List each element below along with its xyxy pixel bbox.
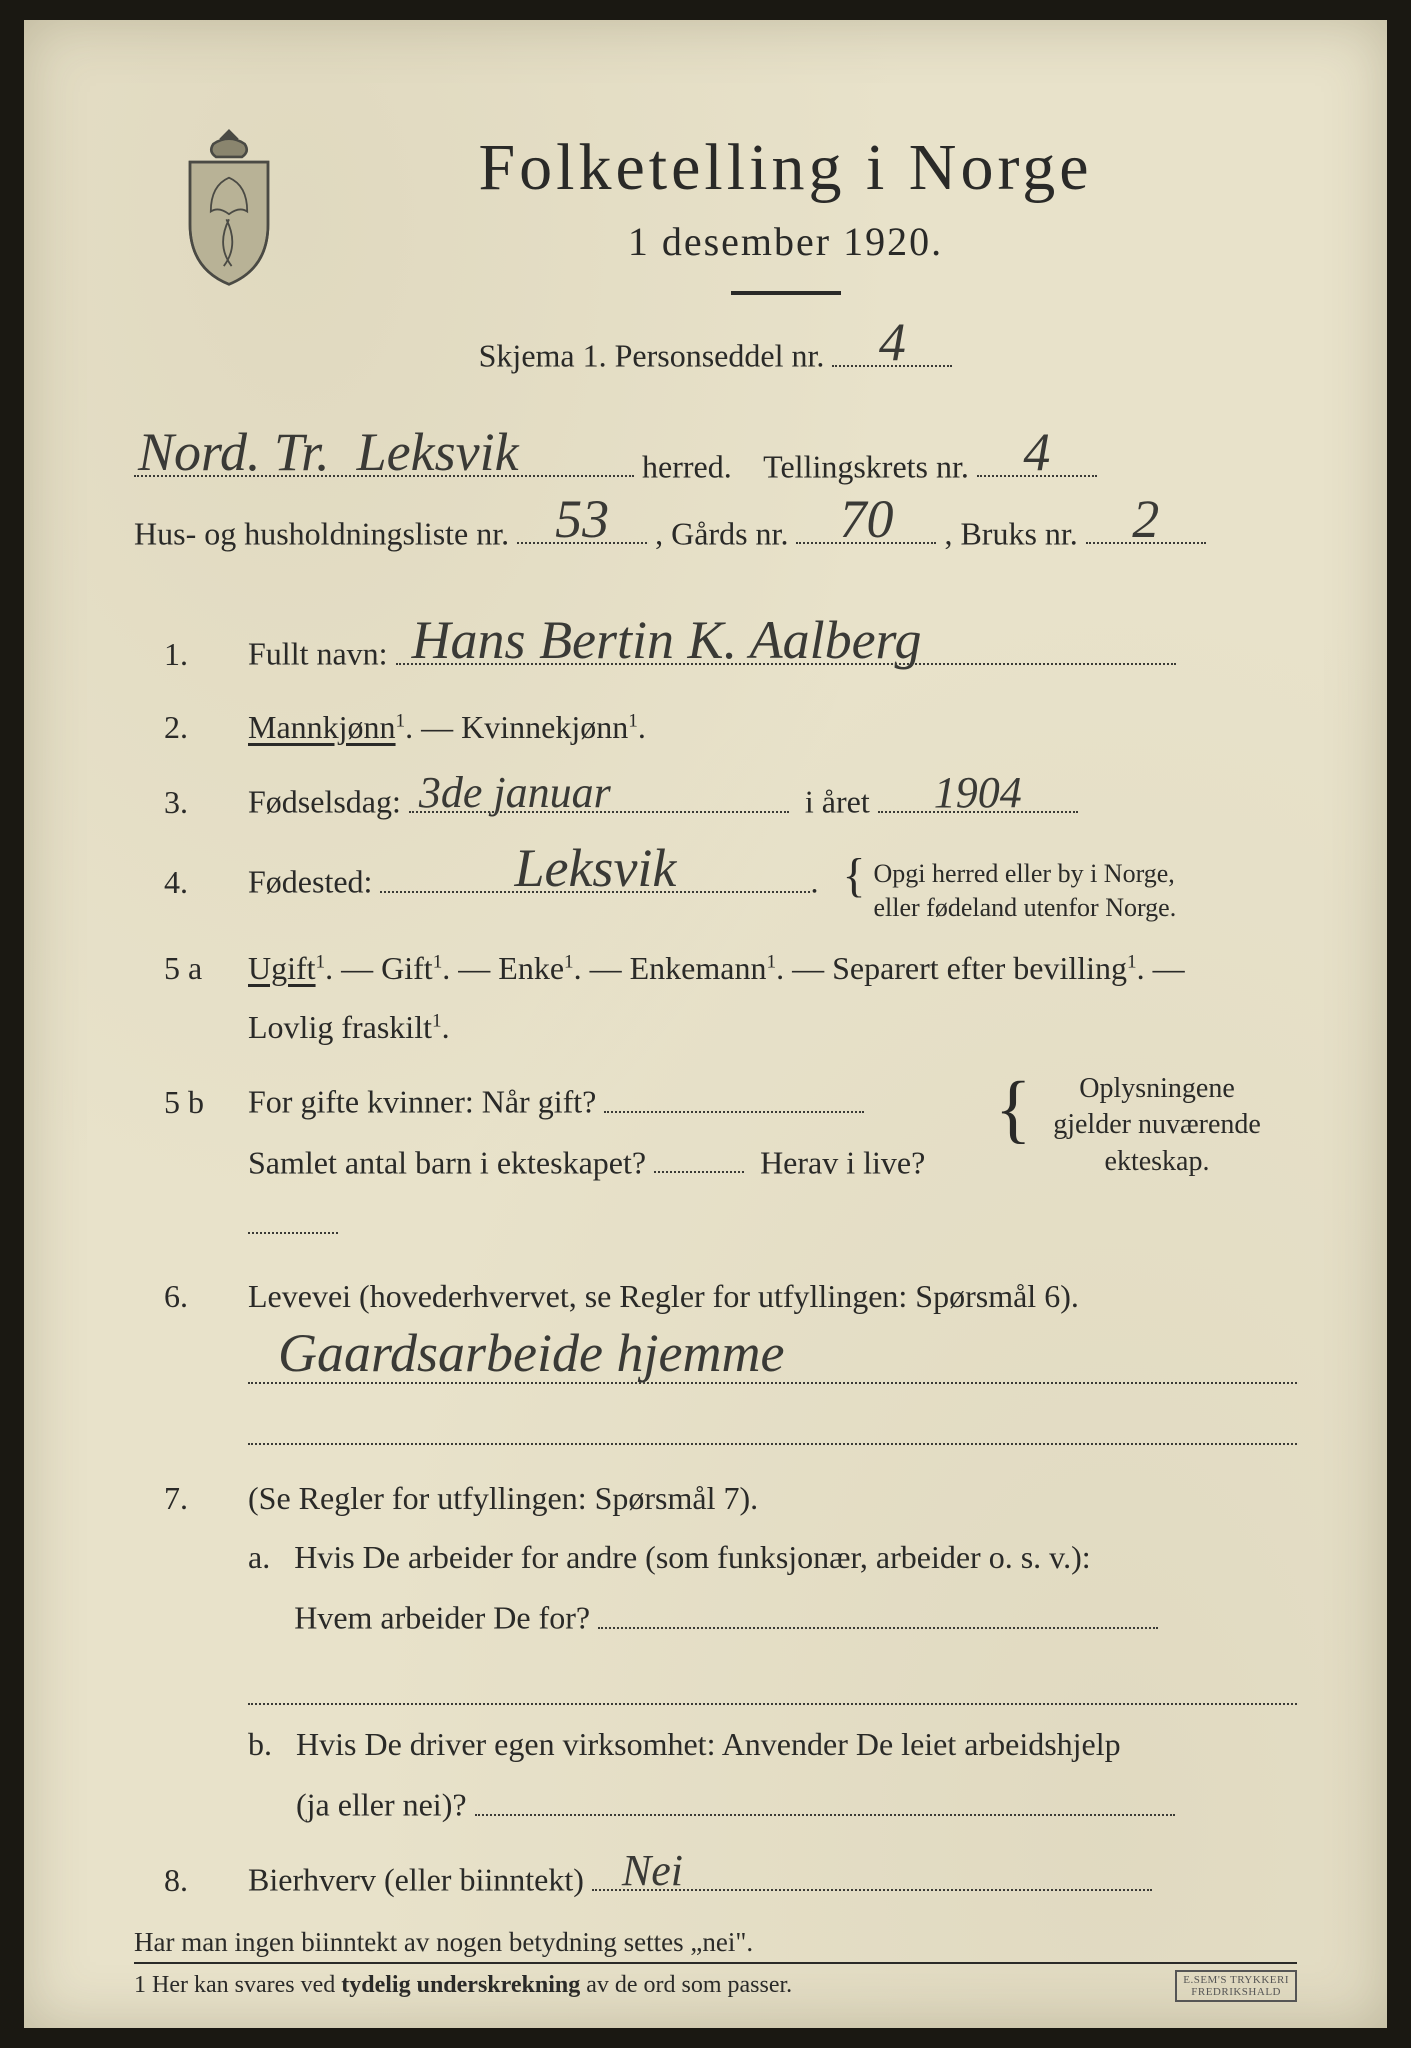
gards-label: , Gårds nr. bbox=[655, 515, 788, 551]
personseddel-nr-value: 4 bbox=[832, 315, 952, 369]
q3-year-label: i året bbox=[805, 784, 870, 820]
question-2: 2. Mannkjønn1. — Kvinnekjønn1. bbox=[164, 698, 1297, 757]
q3-day-field: 3de januar bbox=[409, 771, 789, 813]
gards-value: 70 bbox=[796, 492, 936, 546]
q5a-opt-enkemann: Enkemann bbox=[630, 950, 767, 986]
herred-line: Nord. Tr. Leksvik herred. Tellingskrets … bbox=[134, 436, 1297, 497]
q5a-number: 5 a bbox=[164, 950, 224, 987]
region-value: Nord. Tr. Leksvik bbox=[138, 425, 634, 479]
q4-field: Leksvik bbox=[380, 851, 810, 893]
q8-field: Nei bbox=[592, 1849, 1152, 1891]
q7a-num: a. bbox=[248, 1539, 270, 1575]
q1-number: 1. bbox=[164, 636, 224, 673]
bruks-label: , Bruks nr. bbox=[944, 515, 1077, 551]
printer-stamp: E.SEM'S TRYKKERIFREDRIKSHALD bbox=[1175, 1970, 1297, 2002]
q8-label: Bierhverv (eller biinntekt) bbox=[248, 1862, 584, 1898]
question-6: 6. Levevei (hovederhvervet, se Regler fo… bbox=[164, 1267, 1297, 1455]
q6-value: Gaardsarbeide hjemme bbox=[278, 1326, 1297, 1380]
q2-female: Kvinnekjønn bbox=[461, 709, 628, 745]
q5b-live-field bbox=[248, 1193, 338, 1235]
bruks-field: 2 bbox=[1086, 503, 1206, 545]
tellingskrets-field: 4 bbox=[977, 436, 1097, 478]
q5a-opt-separert: Separert efter bevilling bbox=[832, 950, 1127, 986]
schema-label: Skjema 1. Personseddel nr. bbox=[479, 338, 825, 374]
q5b-line2a: Samlet antal barn i ekteskapet? bbox=[248, 1144, 646, 1180]
personseddel-nr-field: 4 bbox=[832, 325, 952, 367]
q5b-note: { Oplysningene gjelder nuværende ekteska… bbox=[1017, 1071, 1297, 1180]
q5b-line2b: Herav i live? bbox=[760, 1144, 925, 1180]
gards-line: Hus- og husholdningsliste nr. 53 , Gårds… bbox=[134, 503, 1297, 564]
q7b-num: b. bbox=[248, 1726, 272, 1762]
q4-note: { Opgi herred eller by i Norge, eller fø… bbox=[842, 846, 1176, 924]
herred-field: Nord. Tr. Leksvik bbox=[134, 436, 634, 478]
form-subtitle: 1 desember 1920. bbox=[134, 218, 1297, 265]
q2-male: Mannkjønn bbox=[248, 709, 396, 745]
question-3: 3. Fødselsdag: 3de januar i året 1904 bbox=[164, 771, 1297, 832]
q5b-line1: For gifte kvinner: Når gift? bbox=[248, 1084, 596, 1120]
tellingskrets-label: Tellingskrets nr. bbox=[763, 448, 969, 484]
question-5b: 5 b { Oplysningene gjelder nuværende ekt… bbox=[164, 1071, 1297, 1253]
q1-value: Hans Bertin K. Aalberg bbox=[412, 613, 1176, 667]
q5b-gift-field bbox=[604, 1071, 864, 1113]
herred-label: herred. bbox=[642, 448, 732, 484]
question-7: 7. (Se Regler for utfyllingen: Spørsmål … bbox=[164, 1469, 1297, 1835]
q6-field: Gaardsarbeide hjemme bbox=[248, 1332, 1297, 1383]
q7a-line2: Hvem arbeider De for? bbox=[294, 1600, 590, 1636]
form-title: Folketelling i Norge bbox=[134, 130, 1297, 206]
q3-year-value: 1904 bbox=[878, 771, 1078, 815]
q4-value: Leksvik bbox=[380, 841, 810, 895]
gards-field: 70 bbox=[796, 503, 936, 545]
q4-label: Fødested: bbox=[248, 864, 372, 900]
q7-number: 7. bbox=[164, 1480, 224, 1517]
q3-number: 3. bbox=[164, 784, 224, 821]
q4-number: 4. bbox=[164, 864, 224, 901]
schema-line: Skjema 1. Personseddel nr. 4 bbox=[134, 325, 1297, 386]
question-8: 8. Bierhverv (eller biinntekt) Nei bbox=[164, 1849, 1297, 1910]
q7a-field-2 bbox=[248, 1654, 1297, 1705]
question-4: 4. Fødested: Leksvik . { Opgi herred ell… bbox=[164, 846, 1297, 924]
question-5a: 5 a Ugift1. — Gift1. — Enke1. — Enkemann… bbox=[164, 939, 1297, 1057]
husliste-value: 53 bbox=[517, 492, 647, 546]
q7-label: (Se Regler for utfyllingen: Spørsmål 7). bbox=[248, 1480, 758, 1516]
q3-label: Fødselsdag: bbox=[248, 784, 401, 820]
q6-field-2 bbox=[248, 1394, 1297, 1445]
tellingskrets-value: 4 bbox=[977, 425, 1097, 479]
q5a-opt-ugift: Ugift bbox=[248, 950, 316, 986]
coat-of-arms-icon bbox=[164, 120, 294, 290]
footnote-1: Har man ingen biinntekt av nogen betydni… bbox=[134, 1927, 1297, 1958]
q3-day-value: 3de januar bbox=[419, 771, 789, 815]
q7a-line1: Hvis De arbeider for andre (som funksjon… bbox=[294, 1539, 1090, 1575]
title-rule bbox=[731, 291, 841, 295]
q8-value: Nei bbox=[622, 1849, 1152, 1893]
q2-number: 2. bbox=[164, 709, 224, 746]
q1-field: Hans Bertin K. Aalberg bbox=[396, 623, 1176, 665]
form-header: Folketelling i Norge 1 desember 1920. Sk… bbox=[134, 130, 1297, 386]
question-1: 1. Fullt navn: Hans Bertin K. Aalberg bbox=[164, 623, 1297, 684]
footnote-2: 1 Her kan svares ved tydelig underskrekn… bbox=[134, 1962, 1297, 2002]
q7b-line2: (ja eller nei)? bbox=[296, 1787, 467, 1823]
q5a-opt-enke: Enke bbox=[498, 950, 564, 986]
bruks-value: 2 bbox=[1086, 492, 1206, 546]
q8-number: 8. bbox=[164, 1862, 224, 1899]
q3-year-field: 1904 bbox=[878, 771, 1078, 813]
q6-label: Levevei (hovederhvervet, se Regler for u… bbox=[248, 1278, 1079, 1314]
q7a-field bbox=[598, 1587, 1158, 1629]
q6-number: 6. bbox=[164, 1278, 224, 1315]
husliste-field: 53 bbox=[517, 503, 647, 545]
q1-label: Fullt navn: bbox=[248, 636, 388, 672]
q5b-number: 5 b bbox=[164, 1084, 224, 1121]
q5b-barn-field bbox=[654, 1132, 744, 1174]
q7b-field bbox=[475, 1774, 1175, 1816]
q5a-opt-gift: Gift bbox=[381, 950, 433, 986]
q5a-opt-fraskilt: Lovlig fraskilt bbox=[248, 1009, 432, 1045]
husliste-label: Hus- og husholdningsliste nr. bbox=[134, 515, 509, 551]
q7b-line1: Hvis De driver egen virksomhet: Anvender… bbox=[296, 1726, 1121, 1762]
census-form-page: Folketelling i Norge 1 desember 1920. Sk… bbox=[24, 20, 1387, 2028]
